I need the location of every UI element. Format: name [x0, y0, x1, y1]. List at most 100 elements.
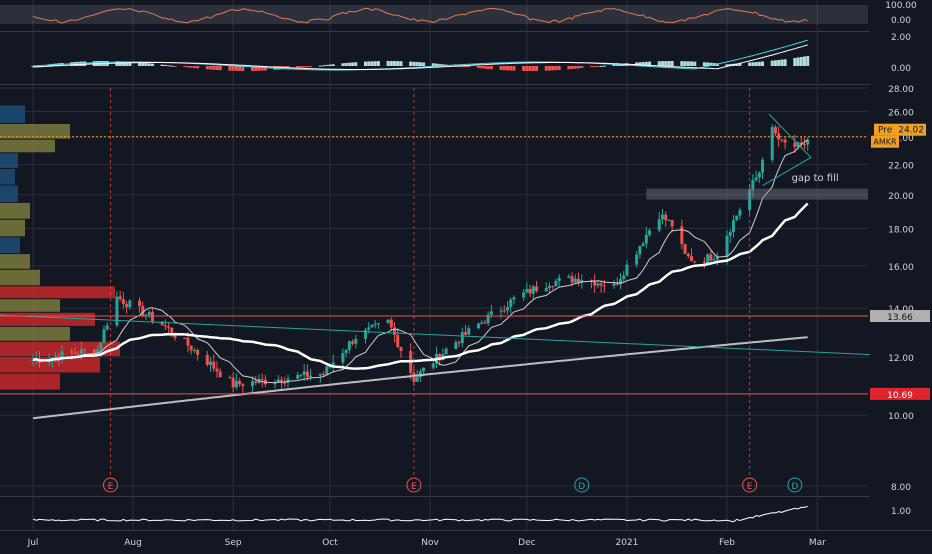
- candle-body: [305, 371, 309, 378]
- volume-profile-bar: [0, 219, 25, 237]
- candle-body: [79, 349, 83, 355]
- macd-histogram-bar: [754, 62, 758, 66]
- macd-histogram-bar: [318, 65, 322, 67]
- candle-body: [351, 341, 355, 344]
- macd-histogram-bar: [554, 66, 558, 71]
- candle-body: [589, 280, 593, 282]
- dividend-marker: [787, 477, 803, 493]
- candle-body: [376, 323, 380, 325]
- macd-histogram-bar: [305, 66, 309, 68]
- ema-fast-line: [32, 139, 808, 384]
- macd-histogram-bar: [483, 66, 487, 69]
- volume-profile-bar: [0, 373, 60, 390]
- macd-histogram-bar: [128, 61, 132, 66]
- candle-body: [173, 334, 177, 338]
- time-tick-label: Oct: [322, 538, 338, 548]
- price-tick-label: 22.00: [888, 162, 914, 172]
- candle-body: [147, 312, 151, 315]
- candle-body: [751, 180, 755, 190]
- macd-histogram-bar: [577, 66, 581, 69]
- dividend-marker-label: D: [791, 482, 798, 492]
- macd-histogram-bar: [657, 61, 661, 66]
- candle-body: [331, 362, 335, 367]
- macd-histogram-bar: [276, 66, 280, 70]
- candle-body: [399, 346, 403, 352]
- macd-histogram-bar: [173, 66, 177, 67]
- candle-body: [302, 371, 306, 375]
- candle-body: [664, 214, 668, 221]
- candle-body: [241, 384, 245, 387]
- macd-histogram-bar: [260, 66, 264, 71]
- candle-body: [728, 232, 732, 236]
- candle-body: [73, 352, 77, 354]
- volume-profile-bar: [0, 185, 18, 202]
- macd-histogram-bar: [777, 59, 781, 66]
- candle-body: [354, 338, 358, 344]
- candle-body: [322, 373, 326, 375]
- candle-body: [693, 261, 697, 263]
- candle-body: [770, 126, 774, 160]
- candle-body: [454, 342, 458, 349]
- volume-tick-label: 1.00: [891, 507, 911, 517]
- macd-histogram-bar: [351, 62, 355, 66]
- candle-body: [83, 349, 87, 351]
- volume-profile-bar: [0, 269, 40, 286]
- candle-body: [231, 377, 235, 388]
- triangle-pattern: [762, 113, 812, 186]
- macd-histogram-bar: [486, 66, 490, 70]
- earnings-marker: [102, 477, 118, 493]
- dividend-marker-label: D: [578, 482, 585, 492]
- price-tick-label: 28.00: [888, 85, 914, 95]
- macd-histogram-bar: [412, 61, 416, 66]
- macd-histogram-bar: [567, 66, 571, 70]
- candle-body: [709, 254, 713, 261]
- candle-body: [280, 379, 284, 383]
- price-tick-label: 10.00: [888, 412, 914, 422]
- candle-body: [283, 382, 287, 384]
- candle-body: [731, 220, 735, 233]
- rsi-tick-label: 100.00: [885, 1, 917, 11]
- gap-to-fill-box: [646, 188, 868, 200]
- macd-histogram-bar: [409, 61, 413, 66]
- macd-histogram-bar: [525, 66, 529, 71]
- price-tick-label: 16.00: [888, 263, 914, 273]
- macd-histogram-bar: [706, 62, 710, 66]
- macd-histogram-bar: [393, 61, 397, 66]
- candle-body: [551, 286, 555, 288]
- macd-histogram-bar: [141, 62, 145, 66]
- sma-long-line: [32, 336, 808, 420]
- time-tick-label: 2021: [615, 538, 638, 548]
- macd-histogram-bar: [457, 66, 461, 67]
- macd-histogram-bar: [460, 66, 464, 67]
- macd-histogram-bar: [399, 61, 403, 66]
- premarket-badge: [874, 123, 926, 136]
- candle-body: [577, 278, 581, 283]
- macd-histogram-bar: [664, 61, 668, 66]
- macd-histogram-bar: [770, 60, 774, 66]
- macd-histogram-bar: [641, 61, 645, 66]
- candle-body: [141, 306, 145, 317]
- macd-histogram-bar: [147, 63, 151, 66]
- macd-histogram-bar: [238, 66, 242, 71]
- candle-body: [531, 286, 535, 294]
- earnings-marker: [406, 477, 422, 493]
- macd-histogram-bar: [735, 63, 739, 66]
- candle-body: [70, 351, 74, 353]
- candle-body: [347, 341, 351, 350]
- macd-histogram-bar: [638, 62, 642, 66]
- candle-body: [483, 322, 487, 324]
- macd-histogram-bar: [589, 66, 593, 68]
- volume-profile-bar: [0, 139, 55, 153]
- macd-histogram-bar: [644, 61, 648, 66]
- macd-tick-label: 2.00: [891, 33, 911, 43]
- candle-body: [205, 354, 209, 365]
- macd-histogram-bar: [83, 61, 87, 66]
- candle-body: [341, 353, 345, 363]
- macd-histogram-bar: [667, 61, 671, 66]
- candle-body: [793, 142, 797, 147]
- macd-histogram-bar: [209, 66, 213, 70]
- macd-histogram-bar: [296, 66, 300, 69]
- macd-histogram-bar: [438, 63, 442, 66]
- macd-histogram-bar: [715, 63, 719, 66]
- macd-histogram-bar: [376, 61, 380, 66]
